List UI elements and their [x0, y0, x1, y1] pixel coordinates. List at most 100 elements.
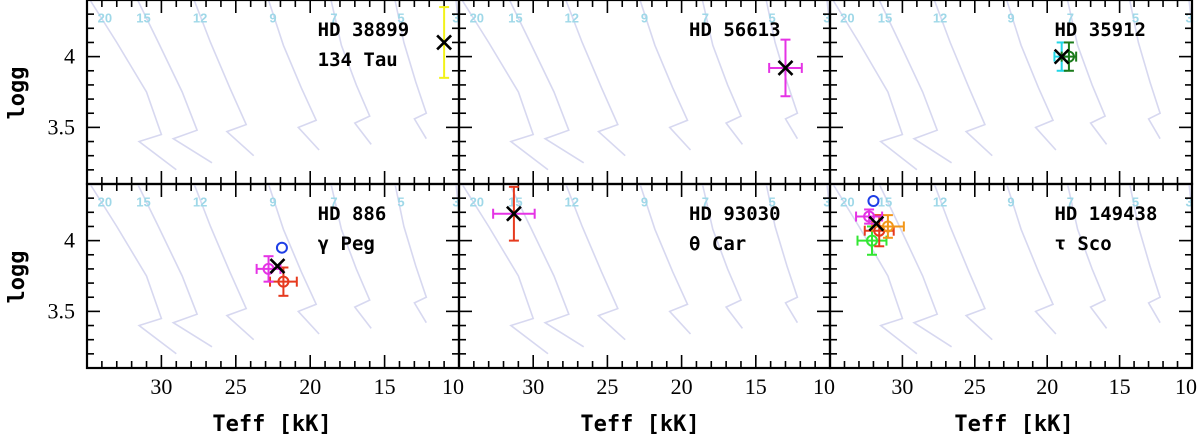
mass-label: 5 — [397, 11, 404, 26]
evolution-track — [508, 184, 585, 348]
data-point — [856, 225, 888, 256]
x-tick-label: 10 — [442, 374, 464, 399]
mass-label: 3 — [823, 11, 830, 26]
evolution-track — [1188, 184, 1192, 229]
x-marker — [868, 215, 885, 232]
mass-label: 5 — [1132, 195, 1139, 210]
mass-label: 5 — [769, 195, 776, 210]
panel-frame — [85, 182, 461, 370]
mass-label: 3 — [452, 195, 459, 210]
x-tick-label: 25 — [596, 374, 618, 399]
mass-label: 15 — [136, 11, 150, 26]
star-label: θ Car — [689, 233, 746, 255]
evolution-track — [765, 184, 799, 324]
track-group — [832, 0, 1192, 171]
star-label: γ Peg — [318, 233, 375, 255]
evolution-track — [701, 184, 744, 329]
y-tick-label: 4 — [64, 228, 75, 253]
panel-hd56613: 20 15 12 9 7 5 3 HD 56613 — [457, 0, 832, 186]
star-label: HD 149438 — [1054, 203, 1157, 225]
mass-label: 9 — [269, 195, 276, 210]
x-tick-label: 20 — [1036, 374, 1058, 399]
mass-label: 3 — [452, 11, 459, 26]
panel-frame — [828, 182, 1194, 370]
evolution-track — [136, 0, 213, 164]
y-axis-label-row-1: logg — [5, 67, 30, 120]
star-label: HD 35912 — [1054, 19, 1146, 41]
evolution-track — [89, 184, 177, 355]
x-marker — [269, 258, 286, 275]
mass-label: 15 — [508, 195, 522, 210]
mass-label: 20 — [840, 195, 854, 210]
mass-label: 15 — [878, 195, 892, 210]
evolution-track — [394, 0, 428, 140]
mass-label: 7 — [702, 11, 709, 26]
panel-hd38899: 20 15 12 9 7 5 3 3.5 4 HD 38899 134 Tau — [48, 0, 461, 186]
panel-hd35912: 20 15 12 9 7 5 3 HD 35912 — [828, 0, 1194, 186]
mass-label: 12 — [933, 11, 947, 26]
data-point — [269, 258, 286, 275]
panel-hd886: 20 15 12 9 7 5 3 3.5 4 30 25 20 15 10 HD 886 γ Peg — [48, 182, 464, 399]
x-axis-label-col-2: Teff [kK] — [580, 412, 699, 437]
track-group — [89, 0, 459, 171]
data-point — [275, 241, 288, 254]
circle-marker — [865, 234, 878, 247]
evolution-track — [933, 184, 993, 341]
x-marker — [505, 205, 522, 222]
evolution-track — [508, 0, 585, 164]
track-group — [89, 184, 459, 355]
star-label: τ Sco — [1054, 233, 1111, 255]
evolution-track — [878, 0, 953, 164]
mass-label: 5 — [397, 195, 404, 210]
evolution-track — [826, 184, 830, 228]
evolution-track — [330, 184, 372, 329]
evolution-track — [701, 0, 744, 145]
mass-label: 12 — [193, 195, 207, 210]
panel-hd93030: 20 15 12 9 7 5 3 30 25 20 15 10 HD 93030 θ Car — [457, 182, 835, 399]
mass-label: 12 — [193, 11, 207, 26]
data-point — [436, 34, 453, 51]
x-tick-label: 30 — [522, 374, 544, 399]
data-point — [1053, 48, 1070, 65]
circle-marker — [1062, 50, 1075, 63]
star-label: HD 93030 — [689, 203, 781, 225]
mass-label: 9 — [1007, 11, 1014, 26]
mass-label: 5 — [1132, 11, 1139, 26]
x-marker — [436, 34, 453, 51]
mass-label: 7 — [330, 11, 337, 26]
mass-label: 15 — [508, 11, 522, 26]
mass-label: 12 — [565, 195, 579, 210]
mass-label: 12 — [933, 195, 947, 210]
mass-label: 20 — [840, 11, 854, 26]
mass-label: 7 — [1067, 11, 1074, 26]
star-label: HD 886 — [318, 203, 387, 225]
evolution-track — [394, 184, 428, 324]
x-tick-label: 20 — [671, 374, 693, 399]
evolution-track — [193, 0, 255, 157]
x-tick-label: 30 — [150, 374, 172, 399]
panels-layer: 20 15 12 9 7 5 3 3.5 4 HD 38899 134 Tau 20 15 12 9 7 5 3 H… — [48, 0, 1197, 399]
mass-label: 3 — [1185, 11, 1192, 26]
evolution-track — [330, 0, 372, 145]
x-tick-label: 15 — [374, 374, 396, 399]
star-label: HD 38899 — [318, 19, 410, 41]
evolution-track — [455, 184, 459, 228]
mass-label: 9 — [641, 11, 648, 26]
y-axis-label-row-2: logg — [5, 251, 30, 304]
evolution-track — [1188, 0, 1192, 45]
circle-marker — [277, 275, 290, 288]
circle-marker — [867, 194, 880, 207]
axis-labels: Teff [kK] Teff [kK] Teff [kK] logg logg — [5, 67, 1074, 437]
data-point — [255, 255, 282, 283]
y-tick-label: 3.5 — [48, 298, 76, 323]
track-group — [832, 184, 1192, 355]
circle-marker — [275, 241, 288, 254]
mass-label: 12 — [565, 11, 579, 26]
evolution-track — [1005, 184, 1057, 335]
evolution-track — [878, 184, 953, 348]
x-tick-label: 30 — [891, 374, 913, 399]
data-point — [868, 215, 885, 232]
x-tick-label: 15 — [745, 374, 767, 399]
x-tick-label: 25 — [964, 374, 986, 399]
